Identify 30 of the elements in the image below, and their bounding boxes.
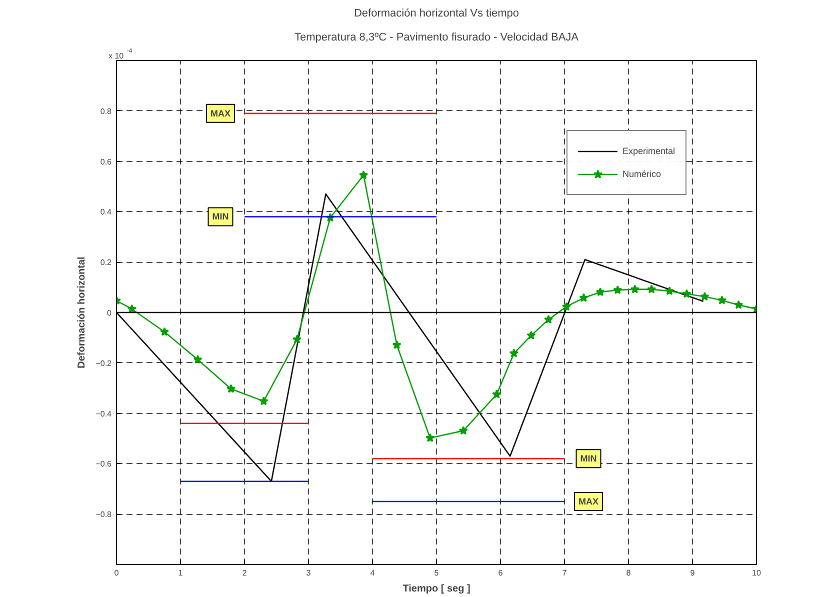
- y-tick-label: 0.4: [100, 208, 112, 217]
- y-axis-title: Deformación horizontal: [76, 256, 88, 368]
- x-tick-label: 2: [242, 568, 248, 578]
- series-label: MAX: [578, 496, 598, 506]
- x-axis-title: Tiempo [ seg ]: [402, 584, 470, 594]
- legend-label: Experimental: [622, 146, 675, 156]
- y-tick-label: 0.8: [100, 106, 112, 116]
- y-tick-label: −0.8: [96, 510, 112, 520]
- x-tick-label: 9: [690, 568, 696, 578]
- series-label: MAX: [210, 108, 230, 118]
- y-tick-label: −0.2: [96, 358, 112, 368]
- x-tick-label: 1: [178, 568, 184, 578]
- series-label: MIN: [212, 212, 229, 222]
- x-tick-label: 3: [306, 568, 312, 578]
- x-tick-label: 7: [562, 568, 568, 578]
- x-tick-label: 4: [370, 568, 376, 578]
- y-tick-label: 0: [107, 308, 112, 318]
- series-label: MIN: [580, 454, 597, 464]
- legend-label: Numérico: [622, 169, 661, 179]
- chart-subtitle: Temperatura 8,3ºC - Pavimento fisurado - Velocidad BAJA: [294, 32, 580, 44]
- x-tick-label: 0: [114, 568, 120, 578]
- y-tick-label: 0.6: [100, 157, 112, 166]
- y-tick-label: 0.2: [100, 258, 112, 268]
- x-tick-label: 5: [434, 568, 440, 578]
- x-tick-label: 6: [498, 568, 504, 578]
- x-tick-label: 8: [626, 568, 632, 578]
- y-tick-label: −0.4: [96, 409, 112, 418]
- x-tick-label: 10: [752, 568, 762, 578]
- y-tick-label: −0.6: [96, 460, 112, 469]
- chart-title: Deformación horizontal Vs tiempo: [354, 8, 520, 20]
